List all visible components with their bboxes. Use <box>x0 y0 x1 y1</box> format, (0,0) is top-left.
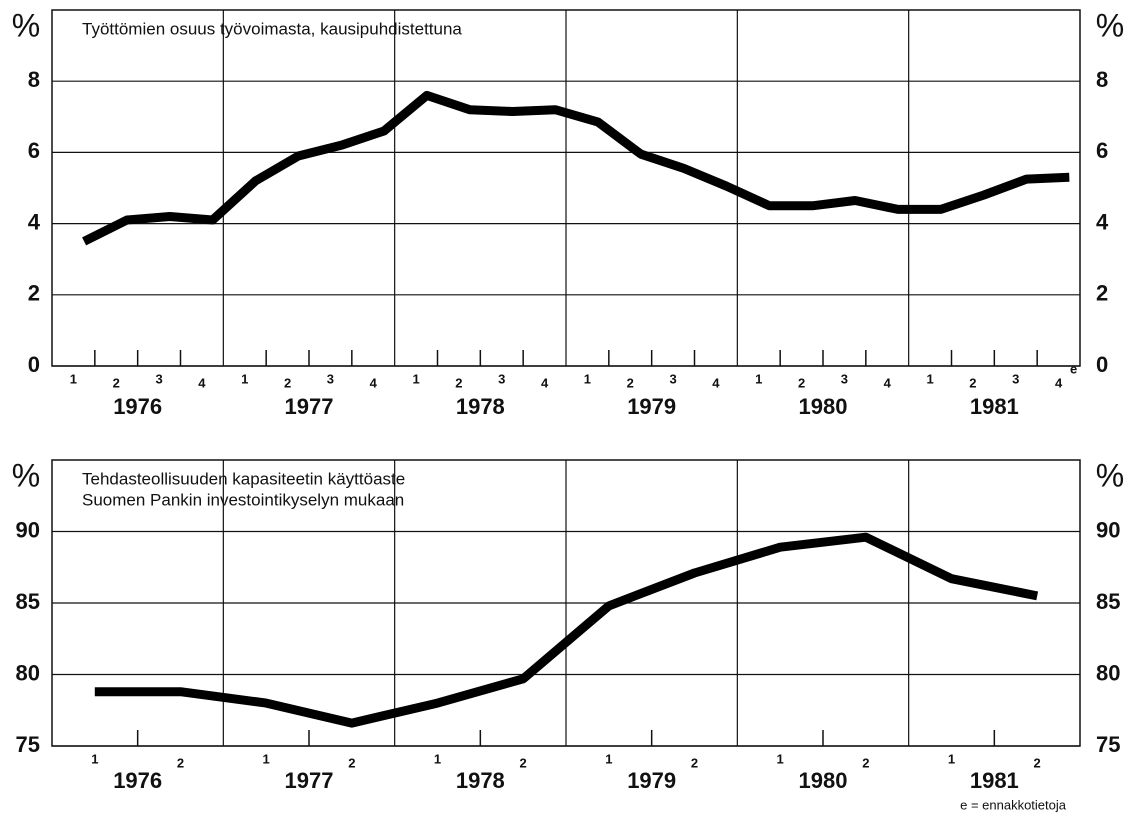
x-tick-label: 1 <box>434 751 441 766</box>
y-tick-label-right: 0 <box>1096 352 1108 377</box>
year-label: 1977 <box>285 768 334 793</box>
x-tick-label: 1 <box>91 751 98 766</box>
x-tick-label: 3 <box>327 371 334 386</box>
year-label: 1977 <box>285 394 334 419</box>
year-label: 1976 <box>113 768 162 793</box>
x-tick-label: 2 <box>691 755 698 770</box>
x-tick-label: 3 <box>669 371 676 386</box>
year-label: 1980 <box>799 768 848 793</box>
y-tick-label: 2 <box>28 281 40 306</box>
y-tick-label: 80 <box>16 660 40 685</box>
unit-right: % <box>1096 457 1124 493</box>
x-tick-label: 2 <box>177 755 184 770</box>
y-tick-label-right: 8 <box>1096 67 1108 92</box>
unit-left: % <box>12 7 40 43</box>
x-tick-label: 1 <box>926 371 933 386</box>
y-tick-label-right: 4 <box>1096 209 1109 234</box>
year-label: 1981 <box>970 768 1019 793</box>
chart-title: Suomen Pankin investointikyselyn mukaan <box>82 490 404 509</box>
y-tick-label-right: 6 <box>1096 138 1108 163</box>
note-marker: e <box>1070 361 1077 376</box>
x-tick-label: 4 <box>712 375 720 390</box>
unit-right: % <box>1096 7 1124 43</box>
x-tick-label: 1 <box>412 371 419 386</box>
y-tick-label-right: 80 <box>1096 660 1120 685</box>
footnote: e = ennakkotietoja <box>960 797 1067 812</box>
unit-left: % <box>12 457 40 493</box>
y-tick-label: 8 <box>28 67 40 92</box>
y-tick-label: 6 <box>28 138 40 163</box>
y-tick-label: 85 <box>16 589 40 614</box>
x-tick-label: 1 <box>605 751 612 766</box>
y-tick-label: 4 <box>28 209 41 234</box>
x-tick-label: 3 <box>841 371 848 386</box>
year-label: 1976 <box>113 394 162 419</box>
y-tick-label-right: 2 <box>1096 281 1108 306</box>
chart-title: Työttömien osuus työvoimasta, kausipuhdi… <box>82 19 462 38</box>
chart-title: Tehdasteollisuuden kapasiteetin käyttöas… <box>82 469 405 488</box>
year-label: 1979 <box>627 768 676 793</box>
y-tick-label: 0 <box>28 352 40 377</box>
year-label: 1978 <box>456 768 505 793</box>
x-tick-label: 4 <box>198 375 206 390</box>
y-tick-label-right: 85 <box>1096 589 1120 614</box>
x-tick-label: 3 <box>155 371 162 386</box>
x-tick-label: 4 <box>370 375 378 390</box>
x-tick-label: 2 <box>627 375 634 390</box>
year-label: 1979 <box>627 394 676 419</box>
x-tick-label: 4 <box>884 375 892 390</box>
x-tick-label: 1 <box>70 371 77 386</box>
y-tick-label-right: 90 <box>1096 517 1120 542</box>
y-tick-label: 75 <box>16 732 40 757</box>
y-tick-label-right: 75 <box>1096 732 1120 757</box>
x-tick-label: 2 <box>798 375 805 390</box>
x-tick-label: 1 <box>263 751 270 766</box>
x-tick-label: 2 <box>348 755 355 770</box>
x-tick-label: 2 <box>520 755 527 770</box>
x-tick-label: 4 <box>1055 375 1063 390</box>
x-tick-label: 3 <box>498 371 505 386</box>
data-line <box>82 90 1070 246</box>
x-tick-label: 2 <box>455 375 462 390</box>
y-tick-label: 90 <box>16 517 40 542</box>
x-tick-label: 1 <box>777 751 784 766</box>
year-label: 1981 <box>970 394 1019 419</box>
data-line <box>94 532 1039 728</box>
x-tick-label: 2 <box>1034 755 1041 770</box>
x-tick-label: 4 <box>541 375 549 390</box>
x-tick-label: 2 <box>862 755 869 770</box>
year-label: 1980 <box>799 394 848 419</box>
x-tick-label: 2 <box>969 375 976 390</box>
x-tick-label: 2 <box>284 375 291 390</box>
x-tick-label: 1 <box>584 371 591 386</box>
x-tick-label: 1 <box>755 371 762 386</box>
x-tick-label: 1 <box>241 371 248 386</box>
x-tick-label: 3 <box>1012 371 1019 386</box>
x-tick-label: 1 <box>948 751 955 766</box>
year-label: 1978 <box>456 394 505 419</box>
x-tick-label: 2 <box>113 375 120 390</box>
